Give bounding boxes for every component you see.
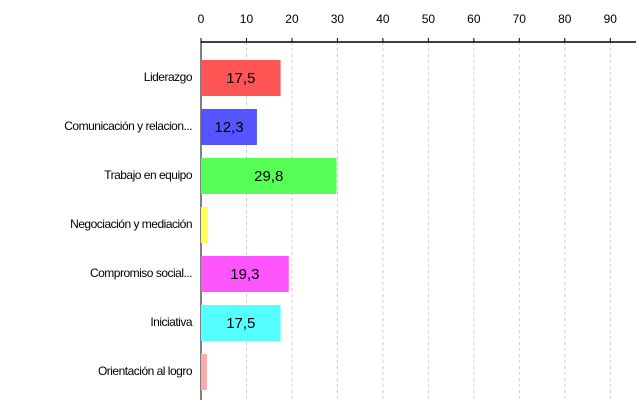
bar — [201, 207, 208, 243]
bar — [201, 158, 337, 194]
value-label: 29,8 — [254, 168, 283, 185]
y-tick-label: Iniciativa — [150, 315, 193, 329]
x-tick-label: 40 — [376, 12, 390, 26]
x-tick-label: 0 — [198, 12, 205, 26]
x-tick-label: 30 — [331, 12, 345, 26]
y-tick-label: Negociación y mediación — [70, 217, 192, 231]
bar — [201, 109, 257, 145]
x-tick-label: 70 — [513, 12, 527, 26]
y-tick-label: Orientación al logro — [98, 364, 193, 378]
bar — [201, 305, 281, 341]
x-tick-label: 60 — [467, 12, 481, 26]
y-tick-label: Comunicación y relacion... — [64, 119, 192, 133]
x-tick-label: 50 — [422, 12, 436, 26]
x-tick-label: 10 — [240, 12, 254, 26]
value-label: 17,5 — [226, 70, 255, 87]
y-tick-label: Liderazgo — [144, 70, 193, 84]
value-label: 17,5 — [226, 315, 255, 332]
x-tick-label: 80 — [558, 12, 572, 26]
value-label: 12,3 — [214, 119, 243, 136]
bar — [201, 60, 281, 96]
y-tick-label: Compromiso social... — [90, 266, 192, 280]
x-tick-label: 90 — [604, 12, 618, 26]
y-tick-label: Trabajo en equipo — [104, 168, 193, 182]
bar — [201, 256, 289, 292]
x-tick-label: 20 — [285, 12, 299, 26]
value-label: 19,3 — [230, 266, 259, 283]
bar — [201, 354, 207, 390]
